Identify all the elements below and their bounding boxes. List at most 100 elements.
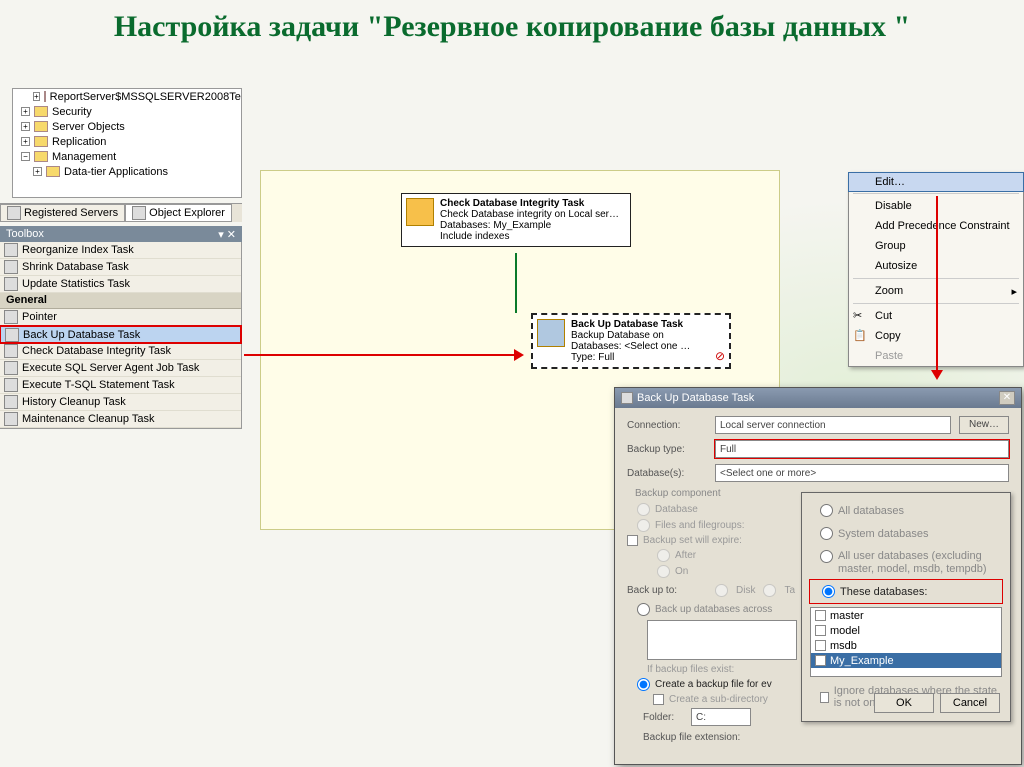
new-connection-button[interactable]: New… [959, 416, 1009, 434]
db-checkbox[interactable]: ✓ [815, 655, 826, 666]
backup-to-label: Back up to: [627, 585, 707, 596]
toolbox-label: Pointer [22, 311, 57, 323]
toolbox-item[interactable]: Shrink Database Task [0, 259, 241, 276]
toolbox-label: Execute SQL Server Agent Job Task [22, 362, 199, 374]
radio-after [657, 549, 670, 562]
toolbox-section: General [0, 293, 241, 309]
ok-button[interactable]: OK [874, 693, 934, 713]
menu-label: Cut [875, 310, 892, 322]
db-list-item[interactable]: model [811, 623, 1001, 638]
task-title: Check Database Integrity Task [440, 198, 619, 209]
db-list-item[interactable]: master [811, 608, 1001, 623]
radio-tape [763, 584, 776, 597]
toolbox-item[interactable]: Execute SQL Server Agent Job Task [0, 360, 241, 377]
radio-create-every[interactable] [637, 678, 650, 691]
context-menu-item[interactable]: Edit… [848, 172, 1024, 192]
folder-icon [34, 121, 48, 132]
db-checkbox[interactable] [815, 625, 826, 636]
file-list[interactable] [647, 620, 797, 660]
ext-label: Backup file extension: [643, 732, 763, 743]
expire-checkbox [627, 535, 638, 546]
tree-item[interactable]: +Replication [13, 134, 241, 149]
radio-label: Ta [784, 585, 795, 596]
task-title: Back Up Database Task [571, 319, 690, 330]
expand-icon[interactable]: + [33, 92, 40, 101]
toolbox-item[interactable]: Reorganize Index Task [0, 242, 241, 259]
task-detail: Backup Database on [571, 330, 690, 341]
toolbox-item[interactable]: Check Database Integrity Task [0, 343, 241, 360]
expand-icon[interactable]: + [21, 122, 30, 131]
ignore-offline-checkbox[interactable] [820, 692, 829, 703]
radio-system-db[interactable] [820, 527, 833, 540]
folder-field[interactable]: C: [691, 708, 751, 726]
database-list[interactable]: master model msdb✓My_Example [810, 607, 1002, 677]
task-icon [4, 277, 18, 291]
task-detail: Type: Full [571, 352, 690, 363]
radio-across[interactable] [637, 603, 650, 616]
db-name: msdb [830, 640, 857, 652]
guide-arrow [244, 354, 522, 356]
toolbox-item[interactable]: Maintenance Cleanup Task [0, 411, 241, 428]
db-list-item[interactable]: ✓My_Example [811, 653, 1001, 668]
tree-item[interactable]: +Server Objects [13, 119, 241, 134]
radio-label: Files and filegroups: [655, 520, 745, 531]
tree-item[interactable]: +Security [13, 104, 241, 119]
cancel-button[interactable]: Cancel [940, 693, 1000, 713]
backup-type-dropdown[interactable]: Full [715, 440, 1009, 458]
toolbox-item[interactable]: Execute T-SQL Statement Task [0, 377, 241, 394]
toolbox-item[interactable]: Pointer [0, 309, 241, 326]
radio-disk [715, 584, 728, 597]
sub-dir-checkbox [653, 694, 664, 705]
tree-label: ReportServer$MSSQLSERVER2008Tem [50, 91, 242, 103]
radio-all-db[interactable] [820, 504, 833, 517]
task-icon [4, 344, 18, 358]
backup-type-label: Backup type: [627, 444, 707, 455]
task-check-integrity[interactable]: Check Database Integrity Task Check Data… [401, 193, 631, 247]
tabs-bar: Registered Servers Object Explorer [0, 203, 242, 222]
tree-item[interactable]: + ReportServer$MSSQLSERVER2008Tem [13, 89, 241, 104]
menu-label: Paste [875, 350, 903, 362]
toolbox-item[interactable]: Update Statistics Task [0, 276, 241, 293]
close-button[interactable]: ✕ [999, 391, 1015, 405]
tab-object-explorer[interactable]: Object Explorer [125, 204, 232, 222]
toolbox-label: Update Statistics Task [22, 278, 130, 290]
radio-user-db[interactable] [820, 550, 833, 563]
task-icon [4, 378, 18, 392]
guide-arrow-down [936, 196, 938, 378]
toolbox-title: Toolbox [6, 228, 44, 240]
radio-these-db[interactable] [822, 585, 835, 598]
connection-dropdown[interactable]: Local server connection [715, 416, 951, 434]
expand-icon[interactable]: − [21, 152, 30, 161]
task-backup-database[interactable]: Back Up Database Task Backup Database on… [531, 313, 731, 369]
tree-item[interactable]: + Data-tier Applications [13, 164, 241, 179]
db-name: model [830, 625, 860, 637]
page-title: Настройка задачи "Резервное копирование … [0, 8, 1024, 46]
tree-label: Data-tier Applications [64, 166, 168, 178]
toolbox-header: Toolbox ▾ ✕ [0, 226, 242, 242]
toolbox-item[interactable]: History Cleanup Task [0, 394, 241, 411]
toolbox-item[interactable]: Back Up Database Task [0, 326, 241, 343]
tab-label: Registered Servers [24, 207, 118, 219]
expand-icon[interactable]: + [21, 137, 30, 146]
db-list-item[interactable]: msdb [811, 638, 1001, 653]
expire-label: Backup set will expire: [643, 535, 742, 546]
db-checkbox[interactable] [815, 640, 826, 651]
databases-dropdown[interactable]: <Select one or more> [715, 464, 1009, 482]
task-icon [5, 328, 19, 342]
folder-icon [34, 106, 48, 117]
error-icon: ⊘ [715, 349, 725, 363]
toolbox-controls[interactable]: ▾ ✕ [218, 228, 236, 241]
db-backup-icon [537, 319, 565, 347]
tab-registered-servers[interactable]: Registered Servers [0, 204, 125, 222]
tree-label: Management [52, 151, 116, 163]
tree-item[interactable]: − Management [13, 149, 241, 164]
radio-label: All user databases (excluding master, mo… [838, 550, 1002, 576]
expand-icon[interactable]: + [21, 107, 30, 116]
expand-icon[interactable]: + [33, 167, 42, 176]
task-detail: Check Database integrity on Local ser… [440, 209, 619, 220]
radio-database [637, 503, 650, 516]
db-checkbox[interactable] [815, 610, 826, 621]
db-name: master [830, 610, 864, 622]
radio-label: After [675, 550, 696, 561]
toolbox-label: Check Database Integrity Task [22, 345, 171, 357]
